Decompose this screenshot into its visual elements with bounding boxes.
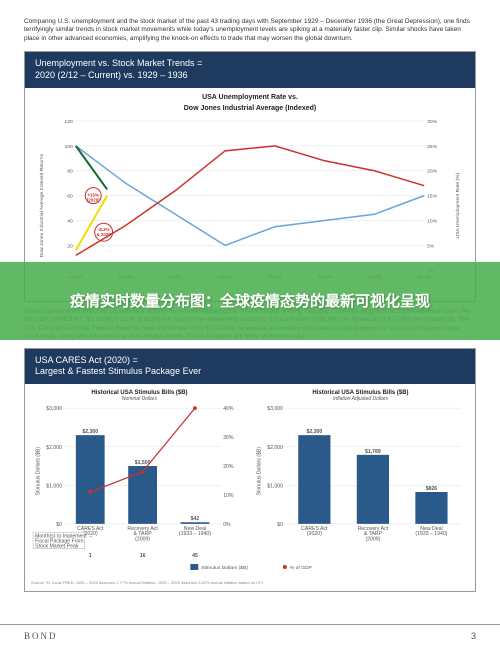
svg-text:$2,000: $2,000 [267, 445, 283, 451]
svg-text:80: 80 [67, 168, 73, 174]
svg-text:& 2020: & 2020 [96, 232, 111, 237]
svg-text:10%: 10% [427, 218, 438, 224]
svg-text:Stock Market Peak: Stock Market Peak [35, 544, 79, 550]
svg-text:40%: 40% [223, 406, 234, 412]
svg-text:(1933 – 1940): (1933 – 1940) [179, 531, 211, 537]
svg-text:$826: $826 [426, 486, 438, 492]
chart2-frame: USA CARES Act (2020) = Largest & Fastest… [24, 348, 476, 592]
svg-text:$42: $42 [191, 516, 200, 522]
chart2-right-col: Historical USA Stimulus Bills ($B) Infla… [252, 390, 469, 559]
svg-text:Dow Jones Industrial Average I: Dow Jones Industrial Average Indexed Ret… [39, 153, 45, 257]
svg-text:30%: 30% [223, 435, 234, 441]
chart1-title-line2: Dow Jones Industrial Average (Indexed) [31, 105, 469, 112]
intro-paragraph: Comparing U.S. unemployment and the stoc… [24, 18, 476, 43]
svg-text:15%: 15% [427, 193, 438, 199]
svg-text:45: 45 [192, 553, 198, 559]
svg-text:(2009): (2009) [135, 536, 150, 542]
chart2-right-subtitle: Inflation Adjusted Dollars [252, 396, 469, 402]
chart1-header: Unemployment vs. Stock Market Trends = 2… [25, 52, 475, 87]
chart2-left-subtitle: Nominal Dollars [31, 396, 248, 402]
svg-text:(1933 – 1940): (1933 – 1940) [415, 531, 447, 537]
svg-text:(2020): (2020) [87, 197, 100, 202]
svg-text:$1,000: $1,000 [267, 483, 283, 489]
chart2-body: Historical USA Stimulus Bills ($B) Nomin… [25, 384, 475, 591]
chart1-title-line1: USA Unemployment Rate vs. [31, 94, 469, 101]
svg-text:25%: 25% [427, 144, 438, 150]
svg-text:20: 20 [67, 243, 73, 249]
svg-text:5%: 5% [427, 243, 435, 249]
chart2-right-plot: $3,000 $2,000 $1,000 $0 Stimulus Dollars ($B… [252, 404, 469, 559]
chart2-header: USA CARES Act (2020) = Largest & Fastest… [25, 349, 475, 384]
footer-brand: BOND [24, 631, 58, 641]
svg-text:16: 16 [140, 553, 146, 559]
svg-text:$1,000: $1,000 [46, 483, 62, 489]
svg-text:1: 1 [89, 553, 92, 559]
svg-text:$2,300: $2,300 [82, 429, 98, 435]
svg-text:100: 100 [65, 144, 74, 150]
svg-text:10%: 10% [223, 493, 234, 499]
svg-text:$1,789: $1,789 [365, 449, 381, 455]
svg-text:60: 60 [67, 193, 73, 199]
chart2-left-col: Historical USA Stimulus Bills ($B) Nomin… [31, 390, 248, 559]
svg-text:$2,300: $2,300 [306, 429, 322, 435]
overlay-text: 疫情实时数量分布图：全球疫情态势的最新可视化呈现 [70, 291, 430, 312]
svg-text:40: 40 [67, 218, 73, 224]
svg-text:$2,000: $2,000 [46, 445, 62, 451]
chart2-source: Source: St. Louis FRED. 2009 – 2020 assu… [31, 580, 469, 585]
svg-text:20%: 20% [223, 464, 234, 470]
page-number: 3 [471, 631, 476, 641]
svg-text:$3,000: $3,000 [267, 406, 283, 412]
overlay-banner: 疫情实时数量分布图：全球疫情态势的最新可视化呈现 [0, 262, 500, 340]
svg-text:30%: 30% [427, 119, 438, 125]
svg-text:USA Unemployment Rate (%): USA Unemployment Rate (%) [455, 172, 461, 238]
svg-text:Stimulus Dollars ($B): Stimulus Dollars ($B) [256, 447, 262, 496]
svg-text:(2009): (2009) [365, 536, 380, 542]
svg-text:120: 120 [65, 119, 74, 125]
chart2-left-plot: $3,000 $2,000 $1,000 $0 40% 30% 20% 10% 0% Stimul… [31, 404, 248, 559]
svg-text:$0: $0 [56, 522, 62, 528]
svg-text:(2020): (2020) [307, 531, 322, 537]
svg-text:$3,000: $3,000 [46, 406, 62, 412]
page-footer: BOND 3 [0, 624, 500, 647]
svg-text:0%: 0% [223, 522, 231, 528]
svg-text:$0: $0 [277, 522, 283, 528]
svg-text:20%: 20% [427, 168, 438, 174]
chart2-legend: Stimulus Dollars ($B) % of GDP [31, 561, 469, 573]
svg-text:% of GDP: % of GDP [290, 565, 313, 571]
svg-text:Stimulus Dollars ($B): Stimulus Dollars ($B) [35, 447, 41, 496]
svg-text:Stimulus Dollars ($B): Stimulus Dollars ($B) [201, 565, 248, 571]
